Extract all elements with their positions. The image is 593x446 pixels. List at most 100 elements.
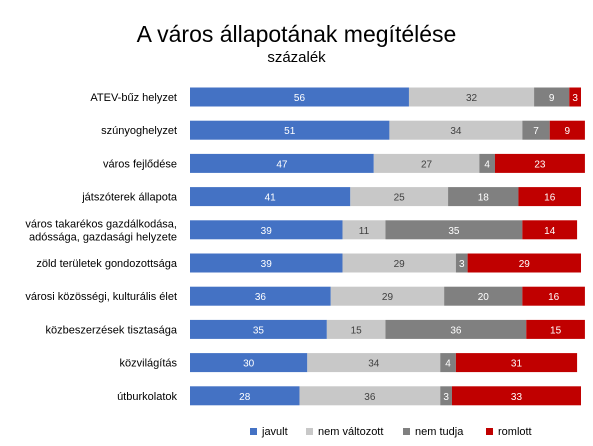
bar-javult [190,286,331,306]
legend-item: nem tudja [403,424,463,440]
data-label: 39 [261,259,273,270]
bar-nem-változott [373,153,480,173]
chart-title: A város állapotának megítélése [136,21,457,47]
data-label: 39 [261,226,273,237]
category-label: zöld területek gondozottsága [36,258,178,270]
data-label: 30 [243,359,255,370]
data-label: 32 [466,93,478,104]
bar-nem-tudja [448,187,519,207]
data-label: 33 [511,392,523,403]
category-label: város fejlődése [103,158,177,170]
data-label: 31 [511,359,523,370]
bar-romlott [549,120,585,140]
data-label: 35 [448,226,460,237]
bar-nem-változott [326,319,386,339]
data-label: 11 [359,226,370,237]
legend-label: javult [262,426,288,438]
bar-nem-változott [389,120,523,140]
bar-romlott [518,187,581,207]
bar-romlott [522,286,585,306]
bar-nem-tudja [444,286,523,306]
data-label: 3 [572,93,578,104]
data-label: 16 [548,292,560,303]
data-label: 34 [450,126,462,137]
data-label: 47 [276,159,288,170]
legend-swatch [250,428,257,435]
legend: javult nem változott nem tudja romlott [0,424,593,442]
data-label: 36 [255,292,267,303]
category-labels: ATEV-bűz helyzet szúnyoghelyzet város fejl… [25,92,178,403]
data-label: 14 [544,226,556,237]
category-label: ATEV-bűz helyzet [90,92,177,104]
data-label: 29 [394,259,406,270]
bar-romlott [569,87,581,107]
data-label: 34 [368,359,380,370]
legend-label: nem változott [318,426,384,438]
bar-nem-tudja [440,386,452,406]
bar-romlott [451,386,581,406]
bar-javult [190,220,343,240]
legend-label: romlott [498,426,532,438]
bar-nem-tudja [440,353,456,373]
data-label: 28 [239,392,251,403]
bar-nem-változott [342,253,456,273]
category-label: város takarékos gazdálkodása, adóssága, g… [25,218,177,243]
data-label: 3 [459,259,465,270]
bar-javult [190,353,308,373]
data-label: 3 [443,392,449,403]
bar-romlott [526,319,585,339]
data-label: 15 [550,325,562,336]
data-label: 29 [519,259,531,270]
data-label: 25 [394,193,406,204]
bar-romlott [467,253,581,273]
data-label: 7 [533,126,539,137]
data-label: 4 [484,159,490,170]
category-label: városi közösségi, kulturális élet [25,291,177,303]
legend-swatch [403,428,410,435]
data-label: 36 [364,392,376,403]
legend-item: javult [250,424,288,440]
legend-item: romlott [486,424,532,440]
category-label: közvilágítás [120,358,178,370]
bar-nem-változott [342,220,386,240]
bar-javult [190,187,351,207]
category-label: útburkolatok [117,391,177,403]
bar-javult [190,153,374,173]
category-label: játszóterek állapota [81,192,178,204]
data-label: 23 [534,159,546,170]
bar-nem-tudja [385,220,523,240]
data-label: 9 [565,126,571,137]
bar-nem-tudja [479,153,495,173]
bar-romlott [522,220,578,240]
bar-segments [190,87,585,406]
bar-javult [190,120,390,140]
bar-nem-változott [330,286,445,306]
data-label: 18 [478,193,490,204]
bar-nem-változott [299,386,441,406]
data-label: 41 [265,193,277,204]
bar-nem-tudja [455,253,468,273]
data-label: 36 [450,325,462,336]
legend-swatch [306,428,313,435]
bar-romlott [494,153,585,173]
data-label: 9 [549,93,555,104]
data-label: 51 [284,126,296,137]
data-label: 56 [294,93,306,104]
bar-nem-tudja [385,319,527,339]
bar-javult [190,87,409,107]
legend-label: nem tudja [415,426,464,438]
bar-javult [190,386,300,406]
bar-nem-tudja [534,87,570,107]
bar-nem-változott [307,353,441,373]
bar-javult [190,319,327,339]
legend-swatch [486,428,493,435]
data-label: 4 [445,359,451,370]
data-label: 29 [382,292,394,303]
data-label: 35 [253,325,265,336]
bar-nem-tudja [522,120,550,140]
bar-nem-változott [408,87,535,107]
data-label: 15 [351,325,363,336]
data-label: 20 [478,292,490,303]
